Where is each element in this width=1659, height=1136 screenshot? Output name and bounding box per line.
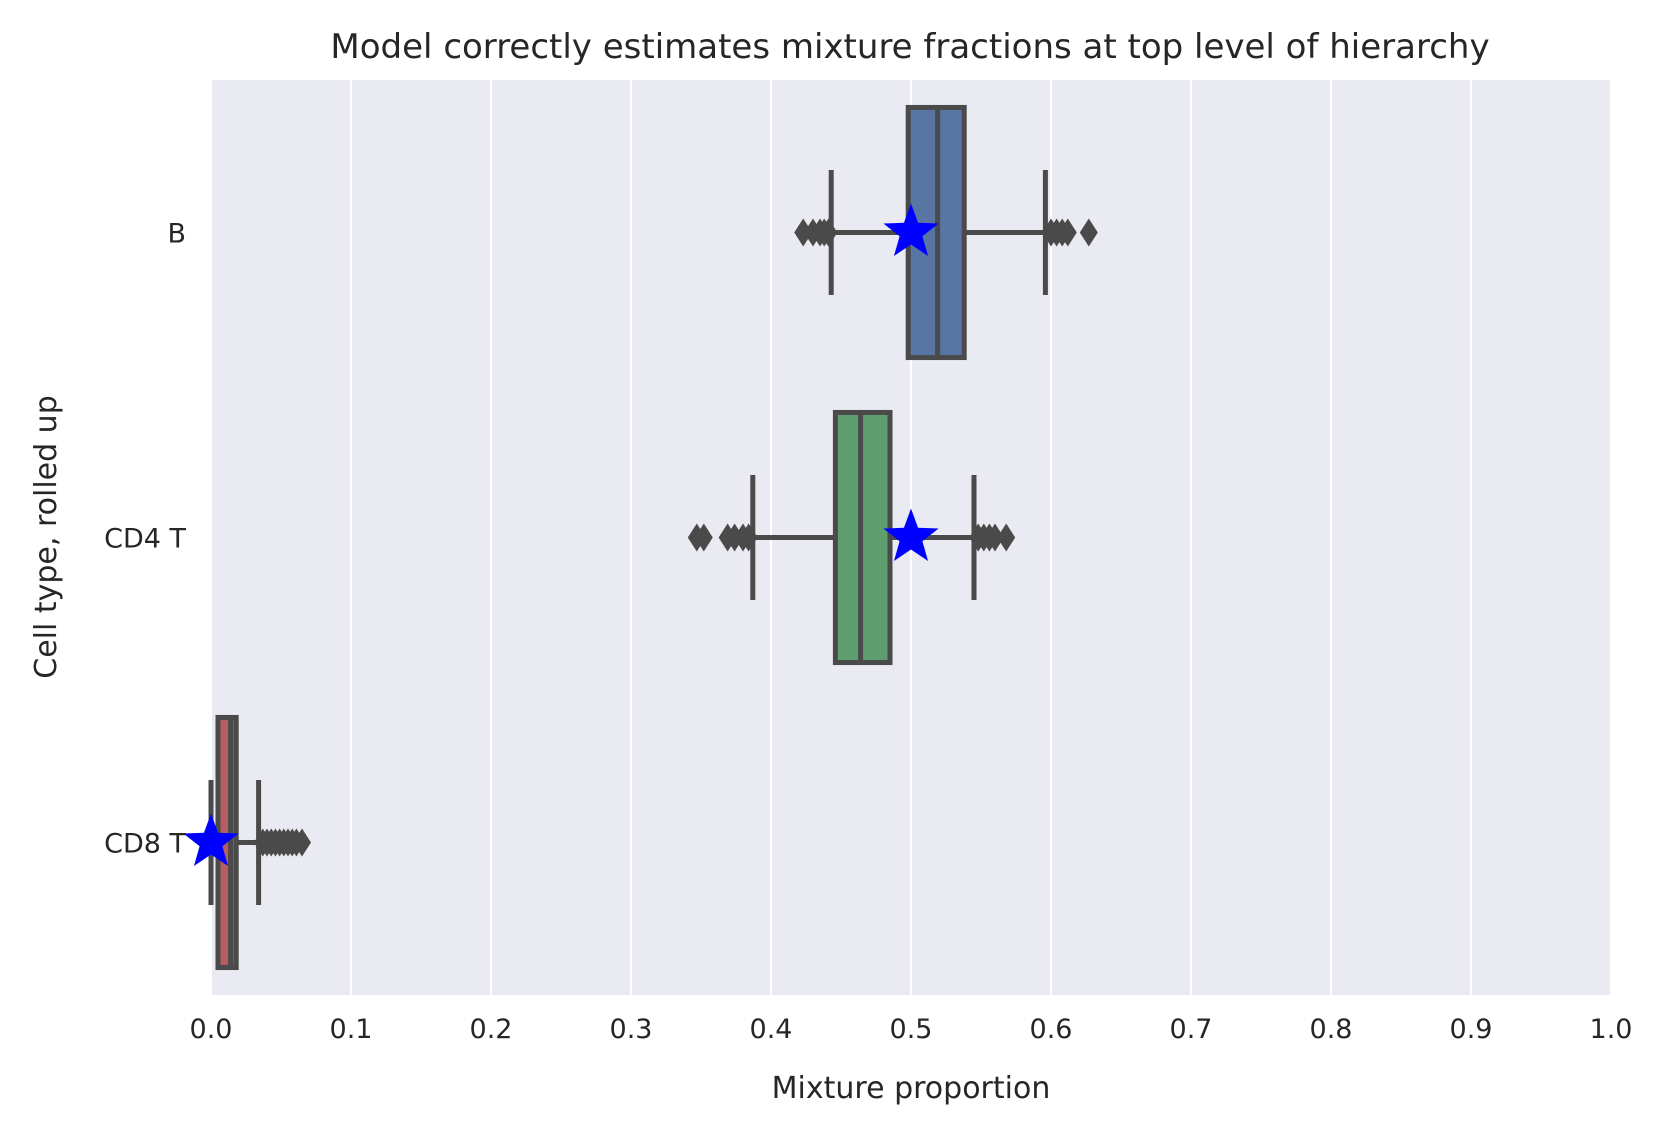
true-value-star xyxy=(883,203,939,256)
outlier-point xyxy=(739,523,758,552)
outlier-point xyxy=(794,218,813,247)
x-tick-label: 0.5 xyxy=(890,1014,933,1045)
y-axis-label: Cell type, rolled up xyxy=(29,395,64,679)
boxes xyxy=(183,104,1098,971)
x-tick-label: 0.2 xyxy=(470,1014,513,1045)
y-tick-labels: B CD4 T CD8 T xyxy=(104,219,186,860)
y-tick-label: B xyxy=(167,219,186,250)
box-group xyxy=(794,104,1098,361)
x-axis-label: Mixture proportion xyxy=(772,1071,1051,1106)
outlier-point xyxy=(997,523,1016,552)
outlier-point xyxy=(986,523,1004,552)
x-tick-label: 0.0 xyxy=(190,1014,233,1045)
y-tick-label: CD8 T xyxy=(104,829,186,860)
x-tick-label: 0.1 xyxy=(330,1014,373,1045)
outlier-point xyxy=(293,828,311,857)
true-value-star xyxy=(183,813,239,866)
x-tick-label: 0.7 xyxy=(1170,1014,1213,1045)
outlier-point xyxy=(819,218,838,247)
y-tick-label: CD4 T xyxy=(104,524,186,555)
box-group xyxy=(687,409,1016,666)
x-tick-label: 0.3 xyxy=(610,1014,653,1045)
x-tick-label: 0.6 xyxy=(1030,1014,1073,1045)
outlier-point xyxy=(1079,218,1098,247)
x-tick-labels: 0.0 0.1 0.2 0.3 0.4 0.5 0.6 0.7 0.8 0.9 1.0 xyxy=(190,1014,1633,1045)
x-tick-label: 0.9 xyxy=(1450,1014,1493,1045)
true-value-star xyxy=(883,508,939,561)
x-tick-label: 1.0 xyxy=(1590,1014,1633,1045)
box-group xyxy=(183,714,311,971)
chart-title: Model correctly estimates mixture fracti… xyxy=(330,27,1489,67)
outlier-point xyxy=(1058,218,1077,247)
grid-lines xyxy=(210,80,1612,995)
x-tick-label: 0.4 xyxy=(750,1014,793,1045)
x-tick-label: 0.8 xyxy=(1310,1014,1353,1045)
outlier-point xyxy=(694,523,713,552)
